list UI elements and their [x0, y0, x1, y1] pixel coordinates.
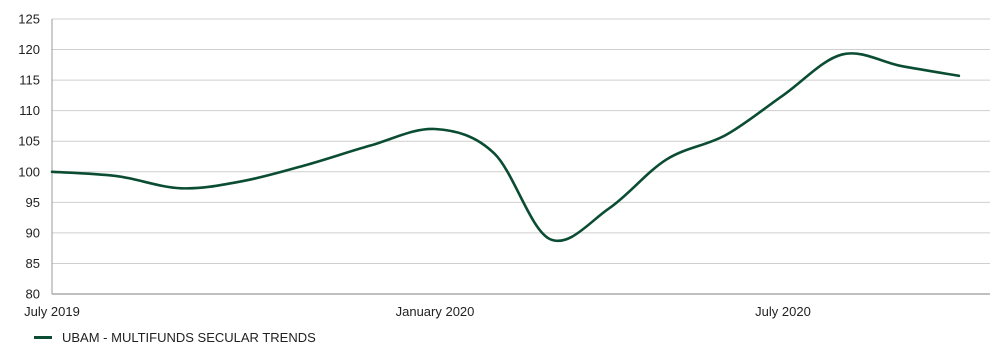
x-tick-label: January 2020: [396, 304, 475, 319]
legend: UBAM - MULTIFUNDS SECULAR TRENDS: [34, 330, 316, 345]
legend-swatch: [34, 336, 52, 339]
y-tick-label: 100: [18, 164, 40, 179]
y-tick-label: 85: [26, 256, 40, 271]
legend-label: UBAM - MULTIFUNDS SECULAR TRENDS: [62, 330, 316, 345]
x-tick-label: July 2019: [24, 304, 80, 319]
y-tick-label: 90: [26, 225, 40, 240]
y-tick-label: 105: [18, 134, 40, 149]
x-tick-label: July 2020: [755, 304, 811, 319]
y-tick-label: 95: [26, 195, 40, 210]
series-line: [50, 52, 961, 243]
y-tick-label: 110: [19, 103, 40, 118]
y-tick-label: 125: [18, 12, 40, 27]
y-tick-label: 80: [26, 287, 40, 302]
y-tick-label: 115: [19, 73, 40, 88]
y-tick-label: 120: [18, 42, 40, 57]
